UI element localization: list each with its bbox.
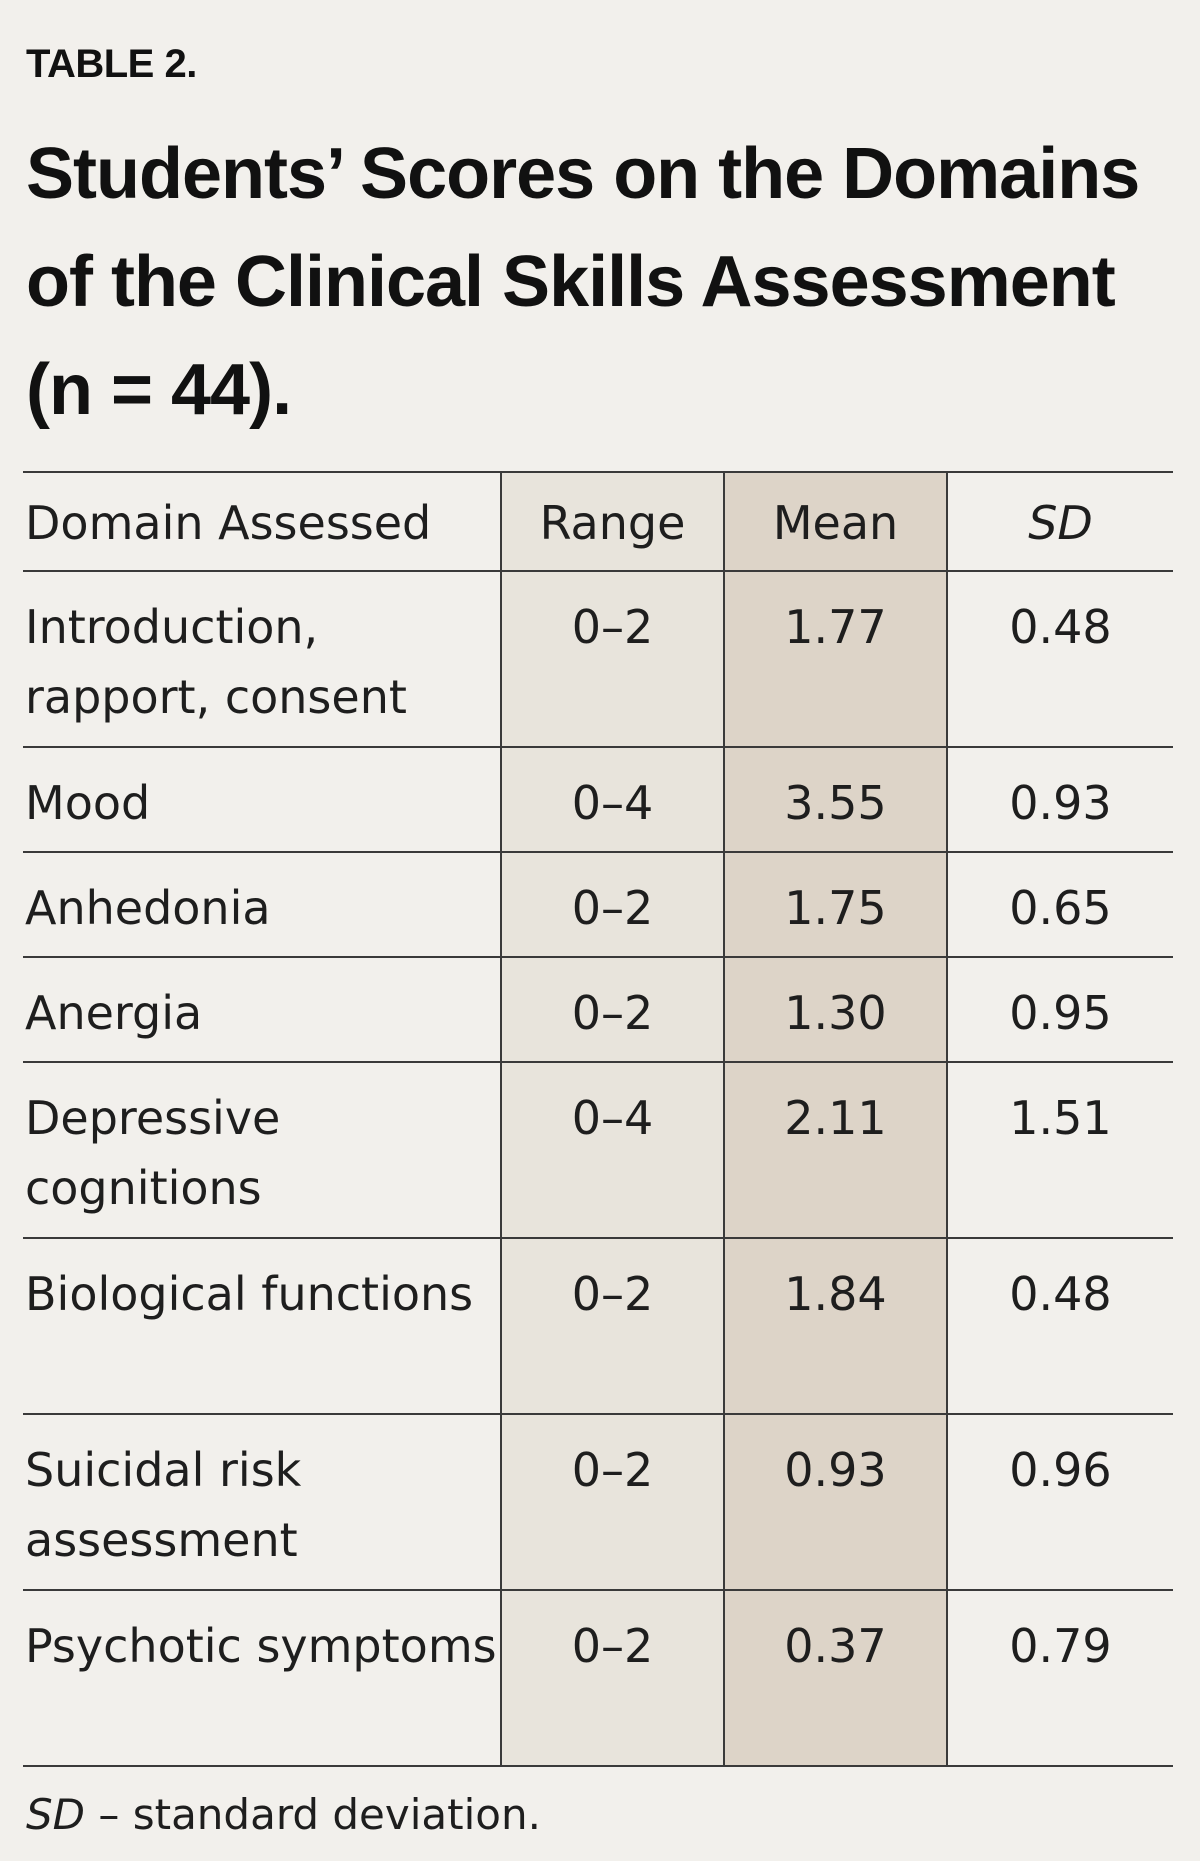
range-cell: 0–2	[500, 571, 725, 747]
domain-cell: Mood	[25, 776, 151, 830]
domain-cell: Anhedonia	[25, 881, 271, 935]
sd-cell: 1.51	[1009, 1091, 1112, 1145]
range-cell: 0–2	[500, 1238, 725, 1414]
domain-cell: Psychotic symptoms	[25, 1619, 497, 1673]
sd-cell: 0.48	[1009, 600, 1112, 654]
domain-cell: Suicidal risk assessment	[25, 1443, 302, 1567]
table-row: Depressive cognitions 0–4 2.11 1.51	[23, 1062, 1173, 1238]
mean-cell: 1.75	[724, 852, 948, 957]
table-row: Biological functions 0–2 1.84 0.48	[23, 1238, 1173, 1414]
mean-cell: 0.37	[724, 1590, 948, 1766]
sd-cell: 0.48	[1009, 1267, 1112, 1321]
table-label: TABLE 2.	[26, 42, 197, 86]
table-footnote: SD – standard deviation.	[26, 1790, 541, 1839]
table-row: Psychotic symptoms 0–2 0.37 0.79	[23, 1590, 1173, 1766]
range-cell: 0–2	[500, 852, 725, 957]
sd-cell: 0.65	[1009, 881, 1112, 935]
domain-cell: Introduction, rapport, consent	[25, 600, 407, 724]
mean-cell: 1.30	[724, 957, 948, 1062]
column-header-mean: Mean	[724, 472, 948, 571]
range-cell: 0–2	[500, 957, 725, 1062]
table-row: Suicidal risk assessment 0–2 0.93 0.96	[23, 1414, 1173, 1590]
table-row: Anergia 0–2 1.30 0.95	[23, 957, 1173, 1062]
table-title: Students’ Scores on the Domains of the C…	[26, 134, 1140, 430]
sd-cell: 0.93	[1009, 776, 1112, 830]
range-cell: 0–4	[500, 1062, 725, 1238]
range-cell: 0–2	[500, 1414, 725, 1590]
sd-cell: 0.95	[1009, 986, 1112, 1040]
scores-table: Domain Assessed Range Mean SD Introducti…	[23, 471, 1173, 1767]
footnote-abbreviation: SD	[26, 1790, 86, 1839]
column-header-sd: SD	[1028, 496, 1093, 550]
sd-cell: 0.79	[1009, 1619, 1112, 1673]
table-row: Anhedonia 0–2 1.75 0.65	[23, 852, 1173, 957]
mean-cell: 1.77	[724, 571, 948, 747]
column-header-domain: Domain Assessed	[25, 496, 432, 550]
range-cell: 0–2	[500, 1590, 725, 1766]
column-header-range: Range	[500, 472, 725, 571]
table-row: Introduction, rapport, consent 0–2 1.77 …	[23, 571, 1173, 747]
mean-cell: 3.55	[724, 747, 948, 852]
footnote-text: – standard deviation.	[85, 1790, 541, 1839]
header-row: Domain Assessed Range Mean SD	[23, 472, 1173, 571]
mean-cell: 2.11	[724, 1062, 948, 1238]
sd-cell: 0.96	[1009, 1443, 1112, 1497]
mean-cell: 1.84	[724, 1238, 948, 1414]
range-cell: 0–4	[500, 747, 725, 852]
mean-cell: 0.93	[724, 1414, 948, 1590]
table-row: Mood 0–4 3.55 0.93	[23, 747, 1173, 852]
domain-cell: Biological functions	[25, 1267, 474, 1321]
domain-cell: Depressive cognitions	[25, 1091, 281, 1215]
domain-cell: Anergia	[25, 986, 203, 1040]
